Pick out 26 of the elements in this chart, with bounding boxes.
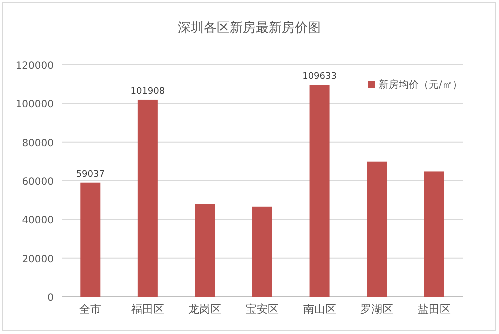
- x-tick-label: 福田区: [131, 303, 164, 316]
- y-tick-label: 100000: [16, 100, 54, 111]
- x-tick-label: 龙岗区: [188, 303, 222, 316]
- data-label: 101908: [130, 86, 166, 97]
- bar: [80, 182, 101, 297]
- bar: [310, 85, 330, 297]
- y-tick-label: 80000: [22, 138, 54, 150]
- x-tick-label: 全市: [80, 303, 102, 316]
- bar: [138, 100, 158, 297]
- y-tick-label: 120000: [16, 61, 54, 72]
- chart-title: 深圳各区新房最新房价图: [178, 20, 321, 36]
- x-tick-label: 罗湖区: [360, 303, 394, 316]
- bar: [424, 172, 444, 297]
- data-label: 109633: [302, 72, 337, 82]
- y-tick-label: 60000: [22, 177, 54, 188]
- x-tick-label: 宝安区: [246, 303, 279, 316]
- y-tick-label: 20000: [22, 254, 54, 266]
- bar: [252, 206, 272, 297]
- data-label: 59037: [76, 170, 105, 180]
- bar: [195, 204, 216, 297]
- x-tick-label: 南山区: [303, 303, 336, 316]
- y-tick-label: 40000: [22, 216, 54, 227]
- y-tick-label: 0: [48, 293, 54, 304]
- bar: [367, 162, 388, 297]
- legend-label: 新房均价（元/㎡）: [379, 79, 462, 91]
- x-tick-label: 盐田区: [418, 303, 451, 316]
